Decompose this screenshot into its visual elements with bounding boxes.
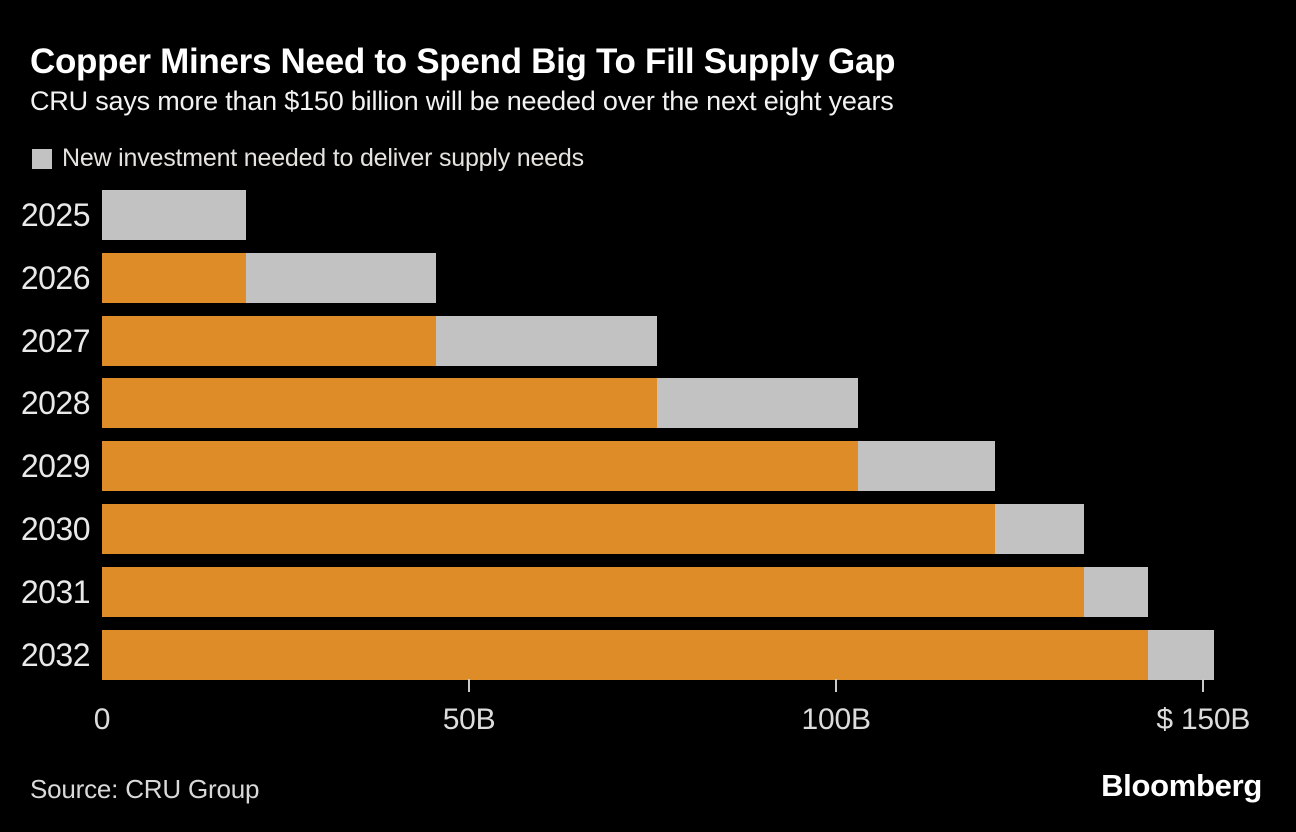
- bar-track: [102, 252, 1262, 303]
- legend: New investment needed to deliver supply …: [32, 144, 584, 173]
- source-note: Source: CRU Group: [30, 774, 260, 804]
- axis-tick: [1202, 679, 1205, 692]
- year-label: 2026: [20, 259, 91, 296]
- bar-segment-cumulative: [102, 441, 859, 492]
- bar-segment-new-investment: [245, 252, 437, 303]
- bar-track: [102, 566, 1262, 617]
- bar-segment-new-investment: [1084, 566, 1149, 617]
- chart-subtitle: CRU says more than $150 billion will be …: [30, 86, 894, 116]
- bar-segment-new-investment: [436, 315, 658, 366]
- bar-track: [102, 441, 1262, 492]
- year-label: 2030: [20, 510, 91, 547]
- legend-label: New investment needed to deliver supply …: [62, 144, 584, 172]
- legend-swatch-icon: [32, 148, 52, 169]
- bar-row: 2027: [0, 315, 1296, 366]
- year-label: 2028: [20, 385, 91, 422]
- bar-chart: 2025 2026 2027 2028 2029 2030 2031 2032: [0, 190, 1296, 680]
- bar-segment-new-investment: [657, 378, 859, 429]
- year-label: 2031: [20, 573, 91, 610]
- bar-row: 2028: [0, 378, 1296, 429]
- bar-segment-cumulative: [102, 566, 1085, 617]
- axis-tick: [835, 679, 838, 692]
- axis-tick-label: 50B: [442, 703, 496, 736]
- axis-tick-label: $ 150B: [1156, 703, 1251, 736]
- bar-row: 2032: [0, 629, 1296, 680]
- axis-tick: [468, 679, 471, 692]
- bar-track: [102, 503, 1262, 554]
- axis-tick-label: 0: [93, 703, 111, 736]
- bar-row: 2026: [0, 252, 1296, 303]
- bar-segment-cumulative: [102, 252, 246, 303]
- bar-segment-cumulative: [102, 315, 437, 366]
- bar-segment-new-investment: [1148, 629, 1214, 680]
- year-label: 2027: [20, 322, 91, 359]
- bar-track: [102, 190, 1262, 240]
- bar-row: 2030: [0, 503, 1296, 554]
- bloomberg-logo: Bloomberg: [1101, 768, 1262, 803]
- bar-row: 2031: [0, 566, 1296, 617]
- bar-track: [102, 378, 1262, 429]
- year-label: 2032: [20, 636, 91, 673]
- bar-segment-cumulative: [102, 629, 1149, 680]
- year-label: 2029: [20, 448, 91, 485]
- bar-row: 2029: [0, 441, 1296, 492]
- bar-segment-new-investment: [102, 190, 246, 240]
- bar-row: 2025: [0, 190, 1296, 240]
- bar-segment-new-investment: [858, 441, 996, 492]
- bar-track: [102, 629, 1262, 680]
- bar-segment-new-investment: [995, 503, 1085, 554]
- chart-title: Copper Miners Need to Spend Big To Fill …: [30, 42, 896, 81]
- year-label: 2025: [20, 197, 91, 233]
- bar-segment-cumulative: [102, 378, 658, 429]
- bar-segment-cumulative: [102, 503, 996, 554]
- axis-tick-label: 100B: [801, 703, 871, 736]
- bar-track: [102, 315, 1262, 366]
